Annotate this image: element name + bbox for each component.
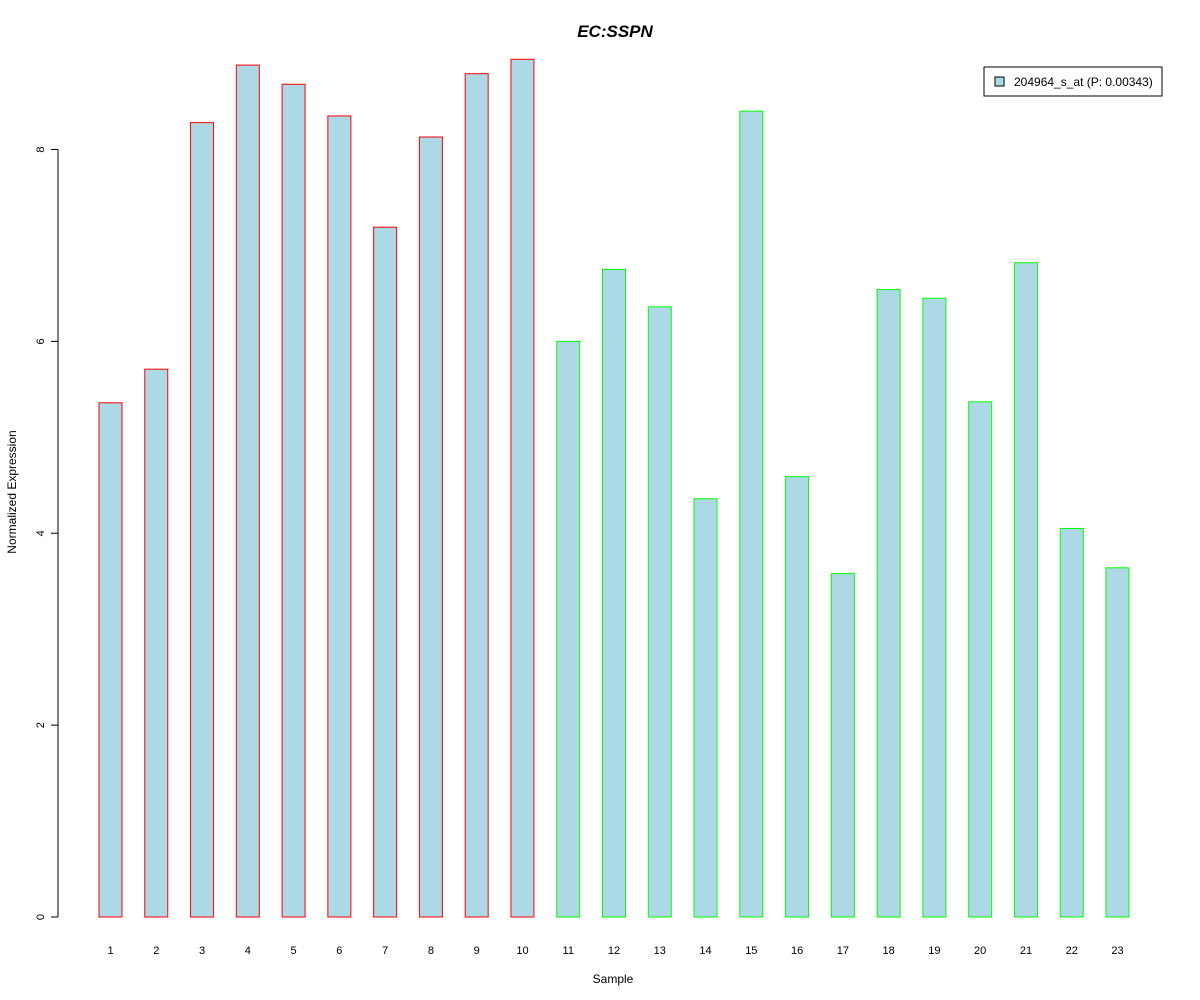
bar-1: [98, 402, 123, 918]
x-tick-label: 16: [791, 945, 803, 957]
x-tick-label: 6: [336, 945, 342, 957]
bar-9: [464, 73, 489, 918]
x-tick-label: 12: [608, 945, 620, 957]
y-tick-label: 2: [35, 722, 47, 728]
y-axis: 0 2 4 6 8: [35, 146, 59, 920]
bar-16: [785, 476, 810, 918]
x-tick-label: 19: [928, 945, 940, 957]
x-tick-label: 21: [1020, 945, 1032, 957]
x-tick-label: 17: [837, 945, 849, 957]
bar-10: [510, 58, 535, 918]
x-tick-label: 8: [428, 945, 434, 957]
x-tick-label: 1: [107, 945, 113, 957]
x-tick-label: 18: [883, 945, 895, 957]
bar-7: [373, 226, 398, 918]
x-tick-label: 15: [745, 945, 757, 957]
bar-12: [602, 268, 626, 918]
bar-21: [1013, 262, 1038, 918]
bar-8: [418, 136, 443, 918]
bar-3: [190, 122, 215, 918]
legend-box: [983, 66, 1163, 97]
bar-5: [281, 83, 306, 918]
bar-14: [693, 498, 718, 918]
bar-6: [327, 115, 352, 918]
x-tick-label: 22: [1066, 945, 1078, 957]
y-axis-label: Normalized Expression: [5, 430, 19, 553]
x-tick-label: 20: [974, 945, 986, 957]
x-tick-label: 13: [654, 945, 666, 957]
bar-2: [144, 368, 169, 918]
bar-22: [1059, 527, 1084, 918]
x-tick-label: 5: [291, 945, 297, 957]
bar-18: [876, 289, 901, 918]
y-tick-label: 6: [35, 338, 47, 344]
x-tick-label: 3: [199, 945, 205, 957]
bar-23: [1105, 567, 1130, 918]
x-tick-label: 14: [699, 945, 711, 957]
legend: 204964_s_at (P: 0.00343): [983, 66, 1163, 97]
x-axis-label: Sample: [593, 972, 634, 986]
x-tick-label: 10: [516, 945, 528, 957]
y-tick-label: 0: [35, 914, 47, 920]
bar-20: [968, 401, 993, 918]
x-tick-label: 7: [382, 945, 388, 957]
bar-17: [830, 573, 855, 918]
bar-13: [647, 306, 672, 918]
x-tick-label: 23: [1111, 945, 1123, 957]
y-tick-label: 8: [35, 146, 47, 152]
x-tick-label: 11: [563, 945, 574, 957]
y-tick-label: 4: [35, 530, 47, 536]
x-tick-label: 2: [153, 945, 159, 957]
legend-swatch: [994, 76, 1005, 87]
legend-label: 204964_s_at (P: 0.00343): [1014, 75, 1153, 89]
bars: [98, 58, 1130, 918]
bar-11: [556, 340, 581, 918]
chart-title: EC:SSPN: [577, 22, 653, 41]
bar-4: [235, 64, 260, 918]
bar-15: [739, 110, 764, 918]
bar-19: [922, 297, 947, 918]
x-tick-label: 9: [474, 945, 480, 957]
x-axis-tick-labels: 1 2 3 4 5 6 7 8 9 10 11 12 13 14 15 16 17 18 19 20 21 22 23: [107, 945, 1123, 957]
x-tick-label: 4: [245, 945, 251, 957]
